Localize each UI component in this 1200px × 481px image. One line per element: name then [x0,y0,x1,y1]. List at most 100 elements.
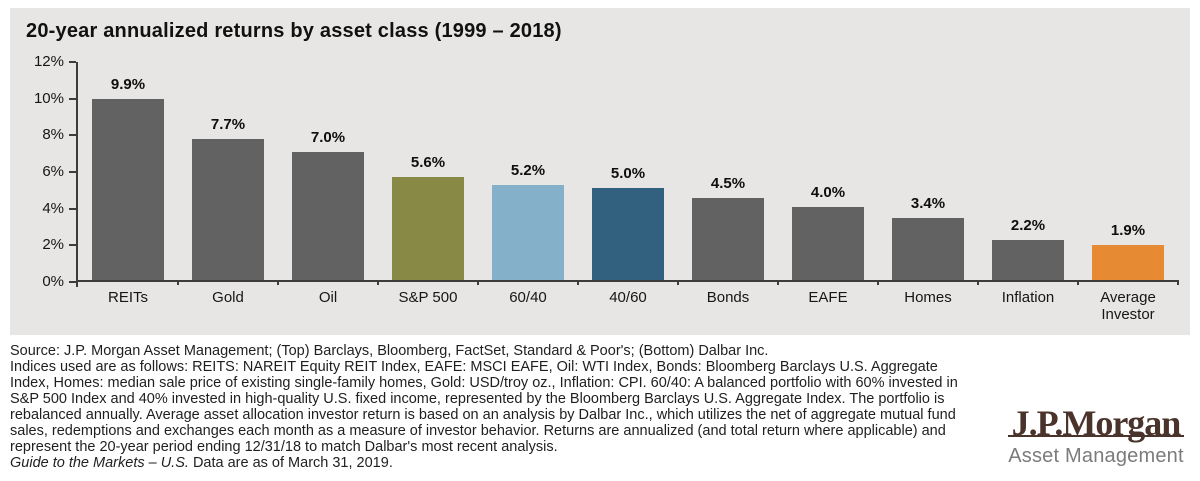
category-label-text: EAFE [808,289,848,306]
y-tick-mark [69,244,76,247]
y-tick-mark [69,171,76,173]
bar-value-s-p-500: 5.6% [410,154,446,172]
bar-value-gold: 7.7% [210,115,246,133]
category-label-oil: Oil [278,280,379,323]
category-label-reits: REITs [78,280,179,323]
category-label-40-60: 40/60 [578,280,679,323]
bar-value-40-60: 5.0% [610,165,646,183]
bar-reits [92,98,164,280]
bar-value-homes: 3.4% [910,194,946,212]
bars-container: 9.9% 7.7% 7.0% 5.6% 5.2% 5.0% 4.5% 4.0% 3.4% 2.2%… [78,62,1178,280]
bar-value-oil: 7.0% [310,128,346,146]
bar-60-40 [492,184,564,280]
x-tick-mark [477,280,479,285]
x-tick-mark [577,280,579,285]
chart-panel: 20-year annualized returns by asset clas… [10,8,1190,335]
bar-group-reits: 9.9% [78,62,178,280]
bar-group-oil: 7.0% [278,62,378,280]
bar-value-inflation: 2.2% [1010,216,1046,234]
bar-average-investor [1092,245,1164,280]
category-label-text: 40/60 [609,289,647,306]
category-label-s-p-500: S&P 500 [378,280,479,323]
category-label-text: Homes [904,289,952,306]
y-tick-mark [69,61,76,63]
x-tick-mark [977,280,979,285]
y-tick-mark [69,134,76,137]
y-tick-label: 10% [33,89,64,107]
y-axis: 12% 10% 8% 6% 4% 2% 0% [26,53,76,290]
y-tick-mark [69,281,76,283]
footnote-line-5: rebalanced annually. Average asset alloc… [10,407,956,423]
x-tick-mark [877,280,879,285]
x-axis-labels: REITs Gold Oil S&P 500 60/40 40/60 Bonds EAFE Ho… [78,280,1179,323]
category-label-text: Oil [318,289,338,306]
bar-eafe [792,206,864,280]
bar-group-40-60: 5.0% [578,62,678,280]
category-label-homes: Homes [878,280,979,323]
footnote-line-2: Indices used are as follows: REITS: NARE… [10,359,938,375]
bar-value-average-investor: 1.9% [1110,222,1146,240]
category-label-gold: Gold [178,280,279,323]
category-label-bonds: Bonds [678,280,779,323]
bar-homes [892,217,964,280]
y-tick-label: 4% [42,199,64,217]
guide-date: Data are as of March 31, 2019. [188,455,393,471]
x-tick-mark [377,280,379,285]
logo-underline [1008,435,1184,437]
footnote-line-7: represent the 20-year period ending 12/3… [10,439,558,455]
footnote-line-4: S&P 500 Index and 40% invested in high-q… [10,391,945,407]
bar-s-p-500 [392,177,464,280]
bar-group-eafe: 4.0% [778,62,878,280]
category-label-inflation: Inflation [978,280,1079,323]
y-tick-label: 12% [33,53,64,70]
category-label-text: REITs [107,289,148,306]
category-label-text: Gold [212,289,244,306]
bar-bonds [692,197,764,280]
jpmorgan-logo: J.P.Morgan Asset Management [1006,404,1186,468]
category-label-text: S&P 500 [398,289,458,306]
category-label-text: Average Investor [1100,289,1156,323]
x-tick-mark [177,280,179,285]
category-label-text: 60/40 [509,289,547,306]
y-tick-label: 0% [42,273,64,290]
bar-value-reits: 9.9% [110,75,146,93]
x-tick-mark [1177,280,1179,285]
bar-value-eafe: 4.0% [810,183,846,201]
category-label-60-40: 60/40 [478,280,579,323]
bar-group-gold: 7.7% [178,62,278,280]
footnote-line-1: Source: J.P. Morgan Asset Management; (T… [10,343,769,359]
x-tick-mark [777,280,779,285]
y-tick-label: 6% [42,163,64,180]
bar-inflation [992,239,1064,280]
bar-40-60 [592,188,664,280]
chart-area: 12% 10% 8% 6% 4% 2% 0% 9.9% 7.7% 7.0% 5.6% 5.2% 5.0… [26,53,1179,323]
x-tick-mark [677,280,679,285]
y-tick-label: 8% [42,126,64,144]
jpmorgan-name: J.P.Morgan [1011,403,1182,443]
category-label-average-investor: Average Investor [1078,280,1179,323]
footnote-line-6: sales, redemptions and exchanges each mo… [10,423,946,439]
category-label-text: Inflation [1001,289,1055,306]
category-label-eafe: EAFE [778,280,879,323]
bar-value-bonds: 4.5% [710,174,746,192]
x-tick-mark [1077,280,1079,285]
jpmorgan-wordmark: J.P.Morgan [1006,404,1186,442]
bar-gold [192,138,264,280]
bar-group-homes: 3.4% [878,62,978,280]
x-tick-mark [277,280,279,285]
bar-group-inflation: 2.2% [978,62,1078,280]
y-axis-stub [76,280,78,287]
bar-group-bonds: 4.5% [678,62,778,280]
bar-group-average-investor: 1.9% [1078,62,1178,280]
jpmorgan-subtitle: Asset Management [1008,445,1184,467]
y-tick-label: 2% [42,236,64,254]
source-note: Source: J.P. Morgan Asset Management; (T… [10,343,1000,471]
bar-value-60-40: 5.2% [510,161,546,179]
bar-oil [292,151,364,280]
bar-group-60-40: 5.2% [478,62,578,280]
guide-line: Guide to the Markets – U.S. Data are as … [10,455,1000,471]
plot-area: 9.9% 7.7% 7.0% 5.6% 5.2% 5.0% 4.5% 4.0% 3.4% 2.2%… [76,62,1179,323]
bar-group-s-p-500: 5.6% [378,62,478,280]
guide-title: Guide to the Markets – U.S. [10,455,189,471]
